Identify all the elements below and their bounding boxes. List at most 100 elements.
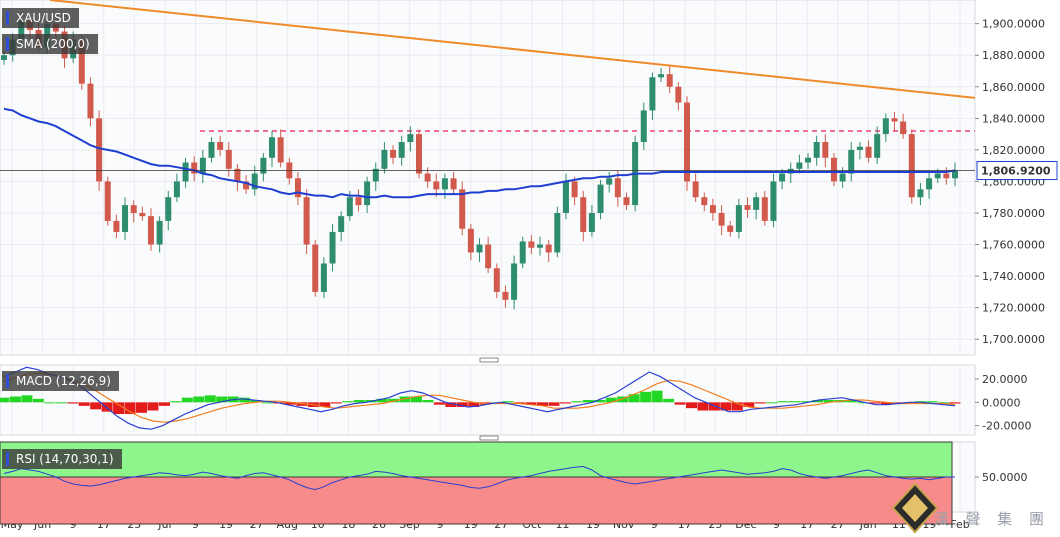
candle-body <box>433 181 440 190</box>
candle-body <box>485 244 492 269</box>
symbol-tag[interactable]: XAU/USD <box>2 8 79 28</box>
y-tick-label: 1,840.0000 <box>982 112 1045 125</box>
candle-body <box>294 178 301 198</box>
macd-histogram-bar <box>743 402 755 407</box>
candle-body <box>87 83 94 119</box>
last-price-box <box>976 161 1058 181</box>
macd-histogram-bar <box>67 402 79 404</box>
publisher-logo <box>891 482 939 534</box>
candle-body <box>173 181 180 198</box>
macd-histogram-bar <box>949 402 961 404</box>
candle-body <box>727 225 734 232</box>
candle-body <box>952 170 958 179</box>
rsi-tag[interactable]: RSI (14,70,30,1) <box>2 449 122 469</box>
macd-histogram-bar <box>410 396 422 403</box>
macd-histogram-bar <box>938 402 950 404</box>
candle-body <box>900 121 907 135</box>
candle-body <box>891 118 898 122</box>
candle-body <box>130 205 137 213</box>
macd-histogram-bar <box>869 402 881 404</box>
macd-label: MACD (12,26,9) <box>16 374 111 388</box>
candle-body <box>580 197 587 232</box>
macd-histogram-bar <box>158 402 170 406</box>
candle-body <box>943 173 950 179</box>
candle-body <box>805 157 812 163</box>
macd-histogram-bar <box>422 400 434 403</box>
macd-histogram-bar <box>926 401 938 403</box>
macd-histogram-bar <box>812 400 824 403</box>
macd-histogram-bar <box>262 402 274 404</box>
candle-body <box>398 142 405 158</box>
macd-histogram-bar <box>388 398 400 403</box>
candle-body <box>856 146 863 150</box>
candle-body <box>934 173 941 179</box>
candle-body <box>882 118 889 135</box>
macd-tag[interactable]: MACD (12,26,9) <box>2 371 119 391</box>
macd-histogram-bar <box>640 391 652 403</box>
macd-histogram-bar <box>193 396 205 403</box>
candle-body <box>346 197 353 217</box>
descending-trendline <box>49 0 976 99</box>
candle-body <box>822 142 829 158</box>
rsi-overbought-zone <box>0 441 953 478</box>
candle-body <box>424 173 431 182</box>
last-price-label: 1,806.9200 <box>981 165 1051 178</box>
x-tick-label: Feb <box>950 518 969 531</box>
macd-histogram-bar <box>651 390 663 403</box>
macd-histogram-bar <box>55 402 67 404</box>
candle-body <box>139 213 146 217</box>
rsi-oversold-zone <box>0 476 953 525</box>
candle-body <box>597 184 604 213</box>
candle-body <box>208 142 215 158</box>
macd-histogram-bar <box>720 402 732 411</box>
macd-y-tick-label: 20.0000 <box>982 373 1028 386</box>
macd-histogram-bar <box>594 400 606 403</box>
macd-histogram-bar <box>674 402 686 405</box>
logo-diamond-inner <box>902 494 928 522</box>
y-tick-label: 1,860.0000 <box>982 81 1045 94</box>
rsi-line <box>3 465 955 491</box>
candle-body <box>571 181 578 198</box>
macd-histogram-bar <box>101 402 113 412</box>
pane-background-0 <box>0 0 976 356</box>
candle-body <box>251 173 258 190</box>
macd-histogram-bar <box>124 402 136 414</box>
macd-histogram-bar <box>800 401 812 403</box>
y-tick-label: 1,760.0000 <box>982 239 1045 252</box>
macd-histogram-bar <box>32 398 44 403</box>
candle-body <box>528 241 535 248</box>
candle-body <box>191 162 198 174</box>
candle-body <box>623 197 630 206</box>
y-tick-label: 1,740.0000 <box>982 270 1045 283</box>
candle-body <box>744 205 751 210</box>
candle-body <box>649 77 656 111</box>
macd-signal-line <box>3 372 956 423</box>
candle-body <box>545 244 552 253</box>
candle-body <box>364 181 371 206</box>
candle-body <box>865 146 872 158</box>
macd-histogram-bar <box>537 402 549 406</box>
macd-histogram-bar <box>239 397 251 403</box>
rsi-y-tick-label: 50.0000 <box>982 471 1028 484</box>
candle-body <box>338 216 345 232</box>
candle-body <box>692 181 699 198</box>
candle-body <box>303 197 310 245</box>
candle-body <box>796 162 803 169</box>
candle-body <box>614 178 621 198</box>
candle-body <box>675 86 682 103</box>
macd-histogram-bar <box>846 400 858 403</box>
candle-body <box>511 263 518 300</box>
candle-body <box>502 291 509 300</box>
candle-body <box>269 137 276 158</box>
candle-body <box>407 134 414 142</box>
macd-histogram-bar <box>697 402 709 411</box>
candle-body <box>260 157 267 174</box>
candle-body <box>234 168 241 182</box>
candle-body <box>122 205 129 232</box>
macd-histogram-bar <box>319 402 331 407</box>
candle-body <box>113 220 120 232</box>
macd-histogram-bar <box>433 402 445 405</box>
sma-tag[interactable]: SMA (200,0) <box>2 34 98 54</box>
macd-histogram-bar <box>525 402 537 405</box>
